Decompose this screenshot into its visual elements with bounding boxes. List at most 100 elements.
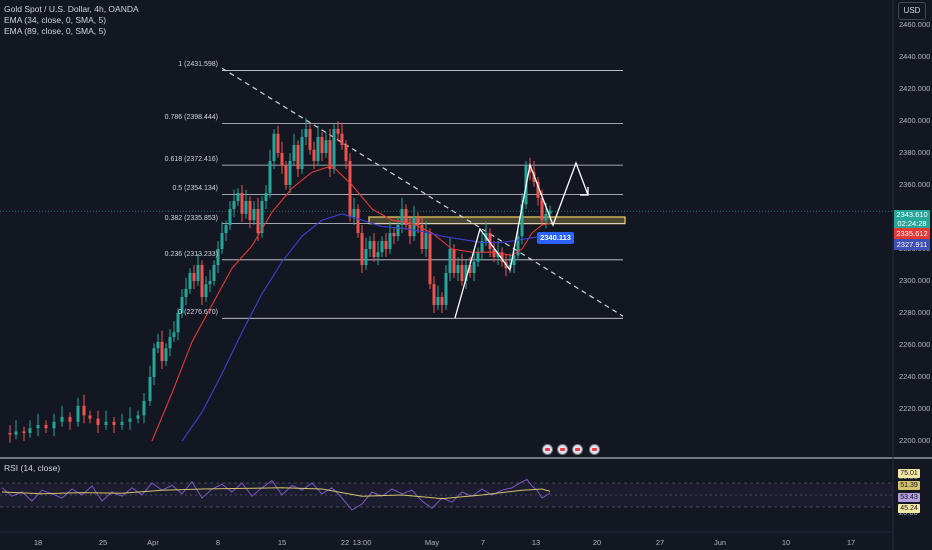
candle-body xyxy=(28,428,32,433)
x-tick-label: 8 xyxy=(215,538,221,547)
x-tick-label: 17 xyxy=(846,538,856,547)
candle-body xyxy=(260,201,264,233)
candle-body xyxy=(284,165,288,185)
candle-body xyxy=(244,201,248,214)
x-tick-label: 13 xyxy=(531,538,541,547)
economic-event-icon[interactable] xyxy=(589,444,600,455)
candle-body xyxy=(224,225,228,233)
candle-body xyxy=(336,129,340,134)
x-tick-label: 13:00 xyxy=(352,538,372,547)
candle-body xyxy=(464,265,468,281)
candle-body xyxy=(164,348,168,361)
candle-body xyxy=(216,249,220,265)
candle-body xyxy=(14,431,18,435)
candle-body xyxy=(240,193,244,214)
candle-body xyxy=(192,273,196,281)
candle-body xyxy=(340,133,344,145)
rsi-tag: 45.24 xyxy=(898,504,920,513)
candle-body xyxy=(500,252,504,262)
candle-body xyxy=(412,217,416,237)
candle-body xyxy=(516,236,520,256)
candle-body xyxy=(404,209,408,225)
candle-body xyxy=(332,129,336,169)
x-tick-label: 15 xyxy=(277,538,287,547)
x-tick-label: 20 xyxy=(592,538,602,547)
candle-body xyxy=(480,241,484,253)
candle-body xyxy=(376,252,380,257)
current-price: 2343.610 xyxy=(896,210,928,219)
candle-body xyxy=(392,233,396,237)
economic-event-icon[interactable] xyxy=(557,444,568,455)
candle-body xyxy=(372,241,376,257)
candle-body xyxy=(204,284,208,297)
candle-body xyxy=(208,281,212,285)
candle-body xyxy=(528,165,532,173)
candle-body xyxy=(156,341,160,349)
candle-body xyxy=(512,255,516,265)
x-tick-label: May xyxy=(424,538,440,547)
y-tick-label: 2200.000 xyxy=(899,436,931,445)
candle-body xyxy=(288,161,292,185)
currency-button[interactable]: USD xyxy=(898,2,926,20)
ema34-price-tag: 2335.612 xyxy=(894,228,930,239)
candle-body xyxy=(232,201,236,209)
candle-body xyxy=(88,415,92,419)
candle-body xyxy=(152,348,156,377)
candle-body xyxy=(388,233,392,249)
y-tick-label: 2460.000 xyxy=(899,20,931,29)
candle-body xyxy=(52,421,56,429)
candle-body xyxy=(8,433,12,435)
candle-body xyxy=(172,332,176,337)
fib-level-label: 0.236 (2313.233) xyxy=(164,250,218,258)
candle-body xyxy=(44,425,48,429)
economic-event-icon[interactable] xyxy=(542,444,553,455)
candle-body xyxy=(96,418,100,425)
candle-body xyxy=(428,233,432,285)
fib-level-label: 0.786 (2398.444) xyxy=(164,114,218,122)
candle-body xyxy=(264,193,268,201)
economic-event-icon[interactable] xyxy=(572,444,583,455)
candle-countdown: 02:24:28 xyxy=(897,219,927,228)
candle-body xyxy=(36,425,40,429)
y-tick-label: 2220.000 xyxy=(899,404,931,413)
ema34-legend: EMA (34, close, 0, SMA, 5) xyxy=(4,15,107,25)
candle-body xyxy=(22,431,26,433)
candle-body xyxy=(536,181,540,198)
y-tick-label: 2280.000 xyxy=(899,308,931,317)
y-tick-label: 2400.000 xyxy=(899,116,931,125)
candle-body xyxy=(308,129,312,150)
symbol-title: Gold Spot / U.S. Dollar, 4h, OANDA xyxy=(4,4,139,14)
x-tick-label: 18 xyxy=(33,538,43,547)
candle-body xyxy=(176,313,180,333)
rsi-tag: 75.01 xyxy=(898,469,920,478)
current-price-tag: 2343.610 02:24:28 xyxy=(894,210,930,233)
rsi-legend: RSI (14, close) xyxy=(4,463,61,473)
candle-body xyxy=(188,273,192,289)
rsi-line xyxy=(1,478,551,511)
candle-body xyxy=(368,241,372,249)
candle-body xyxy=(476,252,480,262)
candle-body xyxy=(448,249,452,273)
candle-body xyxy=(220,233,224,249)
candle-body xyxy=(344,145,348,161)
candle-body xyxy=(300,137,304,169)
fib-level-label: 0 (2276.670) xyxy=(178,309,218,317)
candle-body xyxy=(380,241,384,253)
candle-body xyxy=(180,297,184,313)
x-tick-label: 25 xyxy=(98,538,108,547)
x-tick-label: 22 xyxy=(340,538,350,547)
candle-body xyxy=(104,421,108,425)
candle-body xyxy=(212,265,216,281)
candle-body xyxy=(520,204,524,237)
candle-body xyxy=(548,210,552,214)
candle-body xyxy=(148,377,152,401)
candle-body xyxy=(456,265,460,273)
candle-body xyxy=(128,418,132,422)
candle-body xyxy=(416,217,420,225)
candle-body xyxy=(488,233,492,249)
ema89-line xyxy=(181,213,550,442)
candle-body xyxy=(276,133,280,153)
ema89-legend: EMA (89, close, 0, SMA, 5) xyxy=(4,26,107,36)
candle-body xyxy=(384,241,388,249)
